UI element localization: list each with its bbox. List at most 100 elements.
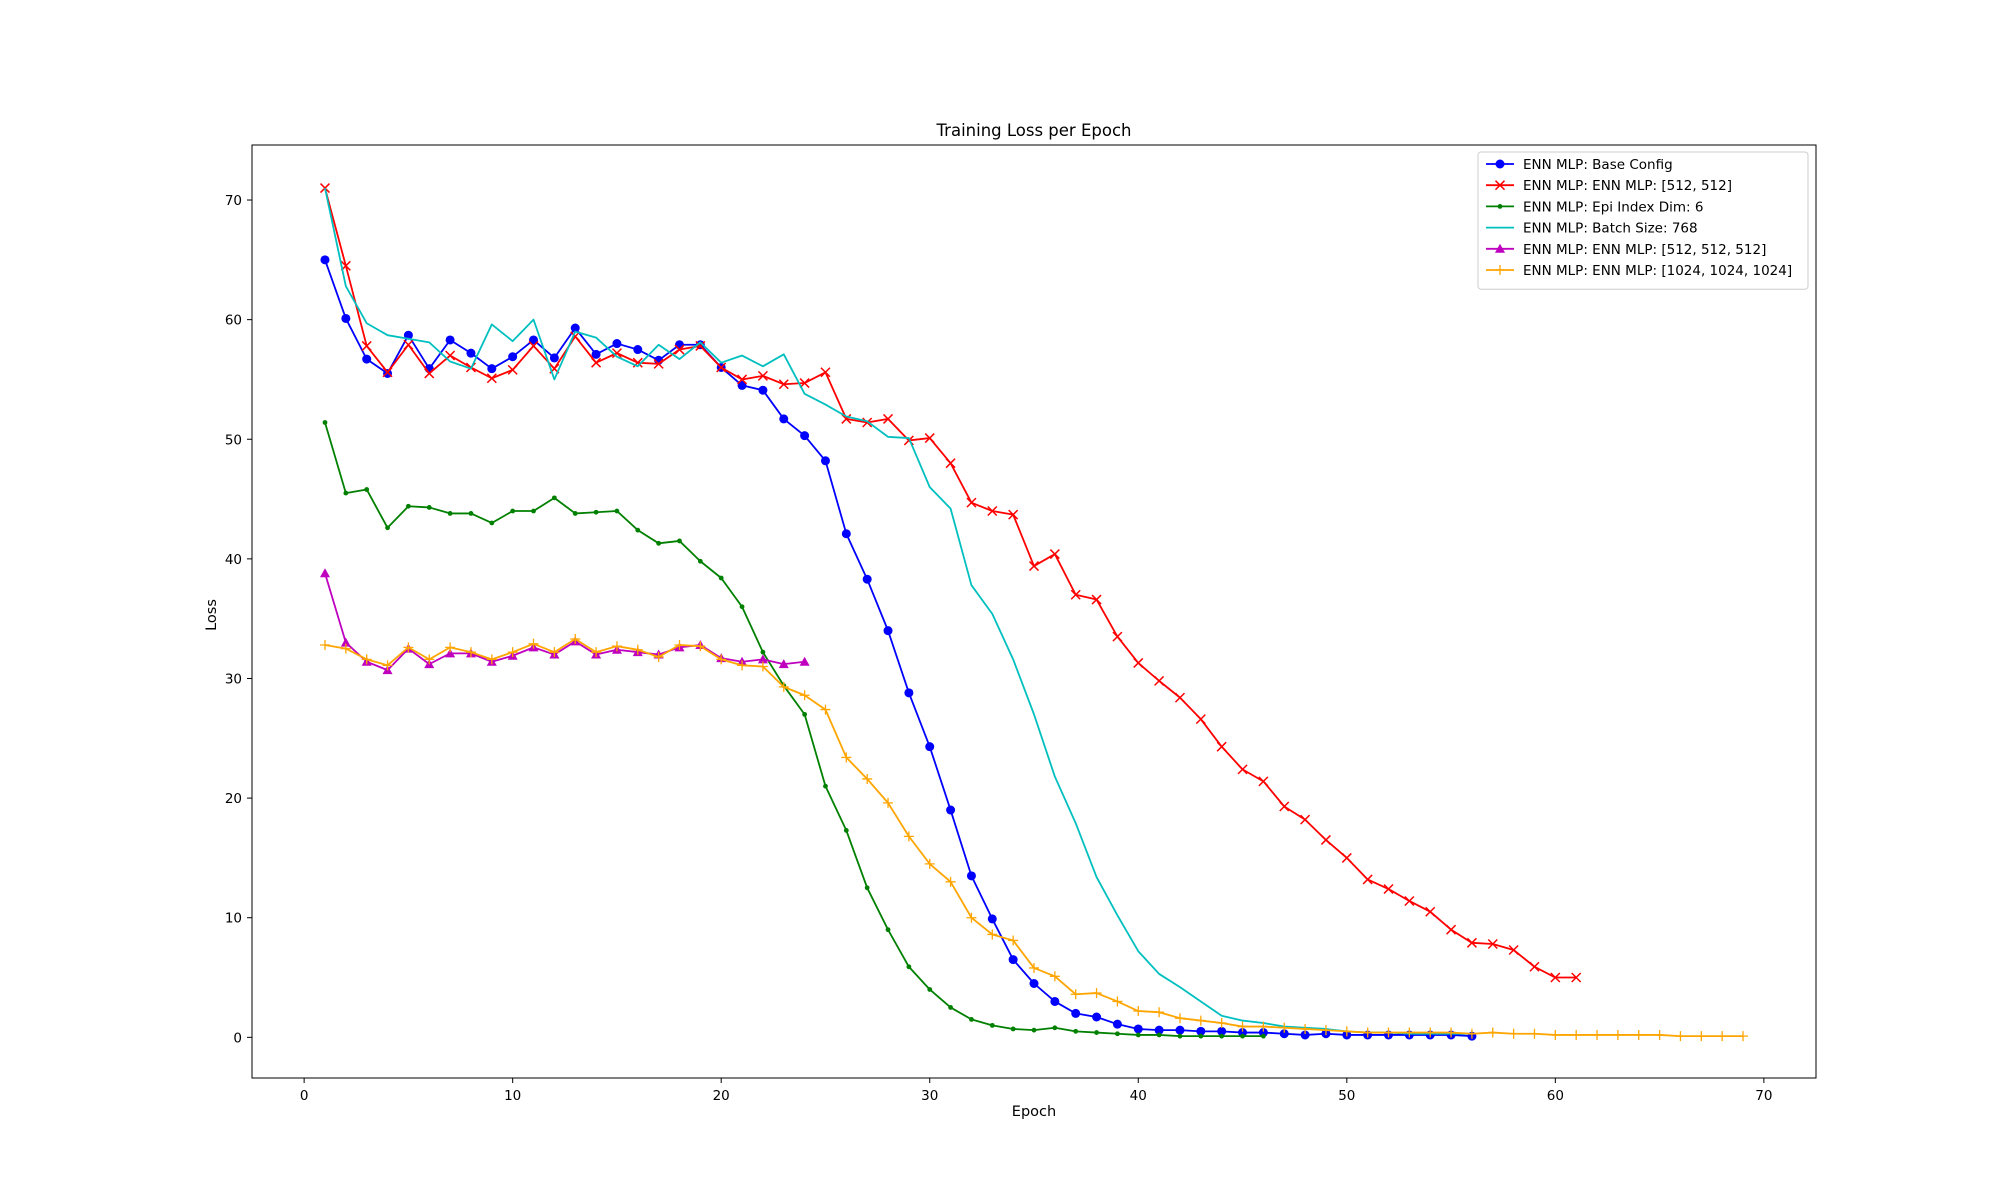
data-point [969, 1016, 974, 1022]
data-point [987, 929, 998, 940]
data-point [1198, 1033, 1204, 1039]
legend-label: ENN MLP: ENN MLP: [512, 512] [1523, 178, 1732, 194]
data-point [1362, 1027, 1373, 1038]
data-point [403, 642, 414, 653]
data-point [591, 357, 602, 368]
data-point [674, 340, 684, 350]
data-point [1216, 1017, 1227, 1028]
data-point [528, 340, 539, 351]
data-point [1446, 1027, 1457, 1038]
data-point [531, 508, 536, 514]
data-point [1156, 1032, 1162, 1038]
data-point [1174, 1013, 1185, 1024]
data-point [1487, 1027, 1498, 1038]
data-point [322, 420, 328, 425]
data-point [1696, 1031, 1707, 1042]
data-point [1070, 589, 1081, 600]
data-point [507, 647, 518, 658]
data-point [924, 858, 935, 869]
data-point [697, 558, 703, 564]
data-point [843, 827, 849, 833]
data-point [966, 912, 977, 923]
data-point [320, 255, 330, 265]
data-point [778, 379, 789, 390]
data-point [903, 831, 914, 842]
data-point [551, 495, 557, 501]
data-point [1508, 1028, 1519, 1039]
data-point [466, 348, 476, 358]
data-point [1738, 1031, 1749, 1042]
data-point [1049, 971, 1060, 982]
data-point [1091, 594, 1102, 605]
data-point [695, 340, 706, 351]
y-tick-label: 0 [233, 1030, 242, 1046]
data-point [799, 378, 810, 389]
data-point [757, 661, 768, 672]
data-point [862, 574, 872, 584]
data-point [529, 335, 539, 345]
legend-label: ENN MLP: ENN MLP: [512, 512, 512] [1523, 242, 1766, 258]
legend-label: ENN MLP: Epi Index Dim: 6 [1523, 199, 1704, 215]
data-point [468, 511, 474, 516]
data-point [1240, 1033, 1245, 1039]
data-point [882, 413, 894, 424]
data-point [1508, 944, 1519, 956]
data-point [1300, 1023, 1311, 1034]
data-point [966, 497, 977, 508]
data-point [1279, 1022, 1290, 1033]
data-point [445, 335, 455, 345]
series-line [324, 422, 1264, 1038]
x-tick-label: 60 [1547, 1088, 1564, 1104]
data-point [445, 642, 456, 653]
data-point [1258, 776, 1269, 787]
y-tick-label: 50 [225, 432, 242, 448]
data-point [820, 367, 831, 378]
data-point [591, 349, 601, 359]
data-point [757, 654, 768, 664]
data-point [1383, 1027, 1394, 1038]
data-point [862, 417, 873, 428]
data-point [1404, 895, 1415, 906]
data-point [340, 637, 351, 647]
data-point [382, 660, 393, 671]
data-point [718, 575, 724, 581]
data-point [1592, 1029, 1603, 1040]
data-point [778, 681, 789, 692]
data-point [737, 380, 747, 390]
data-point [1446, 924, 1457, 935]
axes: 0 10 20 30 40 50 60 70 0 10 20 30 40 50 60 70 [225, 193, 1773, 1104]
data-point [1196, 1026, 1206, 1036]
legend-entry: ENN MLP: Base Config [1486, 157, 1673, 173]
data-point [1341, 1026, 1352, 1037]
legend-entry: ENN MLP: ENN MLP: [512, 512, 512] [1486, 242, 1766, 258]
legend-box [1477, 151, 1809, 290]
legend-entry: ENN MLP: ENN MLP: [1024, 1024, 1024] [1486, 263, 1792, 279]
data-point [1320, 1025, 1331, 1036]
data-point [945, 458, 956, 469]
data-point [1133, 1006, 1144, 1017]
data-point [549, 647, 560, 658]
data-point [593, 509, 599, 515]
data-point [1174, 692, 1186, 703]
data-point [1529, 961, 1540, 972]
y-tick-label: 10 [225, 911, 242, 927]
data-point [737, 660, 748, 671]
data-point [382, 367, 393, 378]
data-point [841, 752, 852, 763]
data-point [614, 508, 620, 514]
data-point [1425, 906, 1436, 917]
x-tick-label: 40 [1130, 1088, 1147, 1104]
data-point [1258, 1028, 1268, 1038]
data-point [716, 362, 727, 373]
data-point [716, 654, 727, 665]
data-point [510, 508, 516, 514]
data-point [1070, 989, 1081, 1000]
data-point [465, 647, 476, 658]
data-point [1362, 874, 1373, 885]
y-axis-label: Loss [204, 599, 220, 631]
data-point [966, 871, 976, 881]
data-point [653, 358, 664, 369]
data-point [1112, 996, 1123, 1007]
data-point [823, 783, 828, 789]
